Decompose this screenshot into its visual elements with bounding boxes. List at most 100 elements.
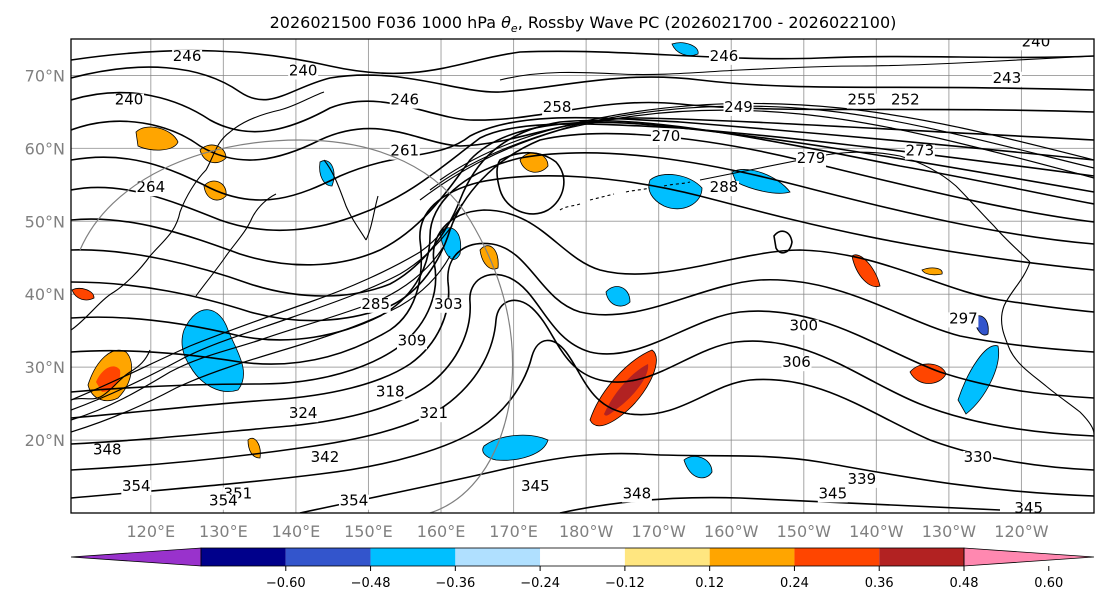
colorbar-level-label: 0.48: [950, 576, 979, 591]
lon-tick-label: 150°E: [344, 522, 393, 541]
contour-label-bg: [288, 407, 319, 423]
contour-label-bg: [360, 297, 391, 313]
contour-label: 246: [390, 91, 419, 109]
colorbar-frame: [200, 547, 965, 567]
contour-label-bg: [418, 407, 449, 423]
contour-label-bg: [708, 49, 739, 65]
anomaly-positive-gulf-alaska: [851, 254, 881, 288]
colorbar-level-label: −0.36: [435, 576, 475, 591]
title-theta: θ: [501, 13, 511, 32]
lon-tick-label: 160°W: [704, 522, 759, 541]
contour-label-bg: [846, 472, 877, 488]
colorbar-extend-low: [70, 547, 202, 567]
lat-tick-label: 50°N: [25, 212, 65, 231]
shaded-anomalies: [71, 42, 1000, 479]
lon-tick-label: 170°W: [632, 522, 687, 541]
coastline-north-america: [1001, 261, 1094, 435]
projection-circle: [79, 139, 514, 513]
contour-label-bg: [904, 144, 935, 160]
colorbar: −0.60 −0.48 −0.36 −0.24 −0.12 0.12 0.24 0.36 0.4…: [70, 547, 1095, 591]
contour-label: 285: [361, 295, 390, 313]
colorbar-segment: [285, 548, 371, 566]
lon-tick-label: 170°E: [489, 522, 538, 541]
contour-label: 330: [964, 448, 993, 466]
chart-title: 2026021500 F036 1000 hPa θe, Rossby Wave…: [270, 13, 897, 35]
contour-label-bg: [621, 487, 652, 503]
contour-label: 321: [419, 404, 448, 422]
colorbar-segment: [624, 548, 710, 566]
colorbar-level-label: −0.60: [266, 576, 306, 591]
contour-label: 297: [949, 309, 978, 327]
colorbar-level-label: 0.36: [865, 576, 894, 591]
anomaly-strong-central-pacific: [604, 364, 649, 416]
contour-label: 240: [1022, 32, 1051, 50]
title-suffix: , Rossby Wave PC (2026021700 - 202602210…: [518, 13, 897, 32]
colorbar-level-label: −0.12: [605, 576, 645, 591]
contour-label: 249: [724, 98, 753, 116]
theta-e-contours: [71, 49, 1094, 513]
contour-label: 309: [398, 331, 427, 349]
colorbar-level-label: −0.24: [520, 576, 560, 591]
lat-tick-label: 30°N: [25, 358, 65, 377]
colorbar-segment: [879, 548, 964, 566]
contour-label-bg: [991, 71, 1022, 87]
contour-label: 318: [376, 382, 405, 400]
anomaly-positive-northeast-pacific: [921, 267, 943, 276]
colorbar-segment: [709, 548, 795, 566]
coastline-alaska: [699, 151, 1031, 263]
contour-label: 240: [289, 61, 318, 79]
contour-label-bg: [338, 494, 369, 510]
coastline-japan: [195, 193, 277, 297]
anomaly-positive-kamchatka-west: [135, 126, 179, 151]
colorbar-segment: [201, 548, 286, 566]
contour-label: 345: [1014, 499, 1043, 517]
contour-label-bg: [172, 49, 203, 65]
contour-label-bg: [288, 64, 319, 80]
contour-label-bg: [796, 151, 827, 167]
lon-tick-label: 160°E: [417, 522, 466, 541]
contour-label-bg: [389, 144, 420, 160]
map-plot-area: 246 240 240 246 264 261 285 303 309 318 321 324 342 3…: [71, 32, 1094, 517]
contour-label: 354: [122, 477, 151, 495]
map-frame: [70, 38, 1095, 514]
contour-label: 258: [543, 98, 572, 116]
anomaly-negative-aleutian: [648, 174, 703, 210]
contour-label: 246: [710, 47, 739, 65]
contour-label-bg: [781, 356, 812, 372]
anomaly-negative-siberia: [319, 160, 335, 187]
contour-label: 303: [434, 295, 463, 313]
anomaly-negative-kuril: [439, 227, 462, 260]
colorbar-level-label: 0.24: [780, 576, 809, 591]
contour-label: 264: [136, 178, 165, 196]
contour-label-bg: [846, 93, 877, 109]
colorbar-segment: [540, 548, 625, 566]
contour-label: 339: [848, 470, 877, 488]
lon-tick-label: 150°W: [777, 522, 832, 541]
contour-label-bg: [520, 480, 551, 496]
contour-label: 354: [209, 492, 238, 510]
coastline-aleutian-chain: [559, 181, 691, 211]
contour-label-bg: [114, 93, 145, 109]
lat-tick-label: 20°N: [25, 431, 65, 450]
contour-label-bg: [1013, 502, 1044, 513]
contour-label-bg: [962, 450, 993, 466]
longitude-axis: 120°E 130°E 140°E 150°E 160°E 170°E 180°W 170°W…: [126, 522, 1048, 541]
latitude-axis: 70°N 60°N 50°N 40°N 30°N 20°N: [25, 66, 65, 450]
colorbar-segment: [455, 548, 541, 566]
lon-tick-label: 140°W: [849, 522, 904, 541]
contour-label: 348: [623, 484, 652, 502]
lat-tick-label: 60°N: [25, 139, 65, 158]
contour-label-bg: [135, 181, 166, 197]
coastline-kamchatka: [323, 159, 379, 241]
anomaly-negative-bering: [671, 42, 699, 56]
title-prefix: 2026021500 F036 1000 hPa: [270, 13, 501, 32]
contour-label: 306: [782, 353, 811, 371]
contour-label-bg: [121, 480, 152, 496]
contour-label-bg: [397, 334, 427, 350]
contour-label-bg: [708, 181, 739, 197]
anomaly-positive-east-china: [71, 288, 95, 301]
contour-label-bg: [788, 319, 819, 335]
contour-label-bg: [817, 487, 848, 503]
contour-label: 255: [848, 91, 877, 109]
anomaly-negative-hawaii: [683, 456, 713, 479]
